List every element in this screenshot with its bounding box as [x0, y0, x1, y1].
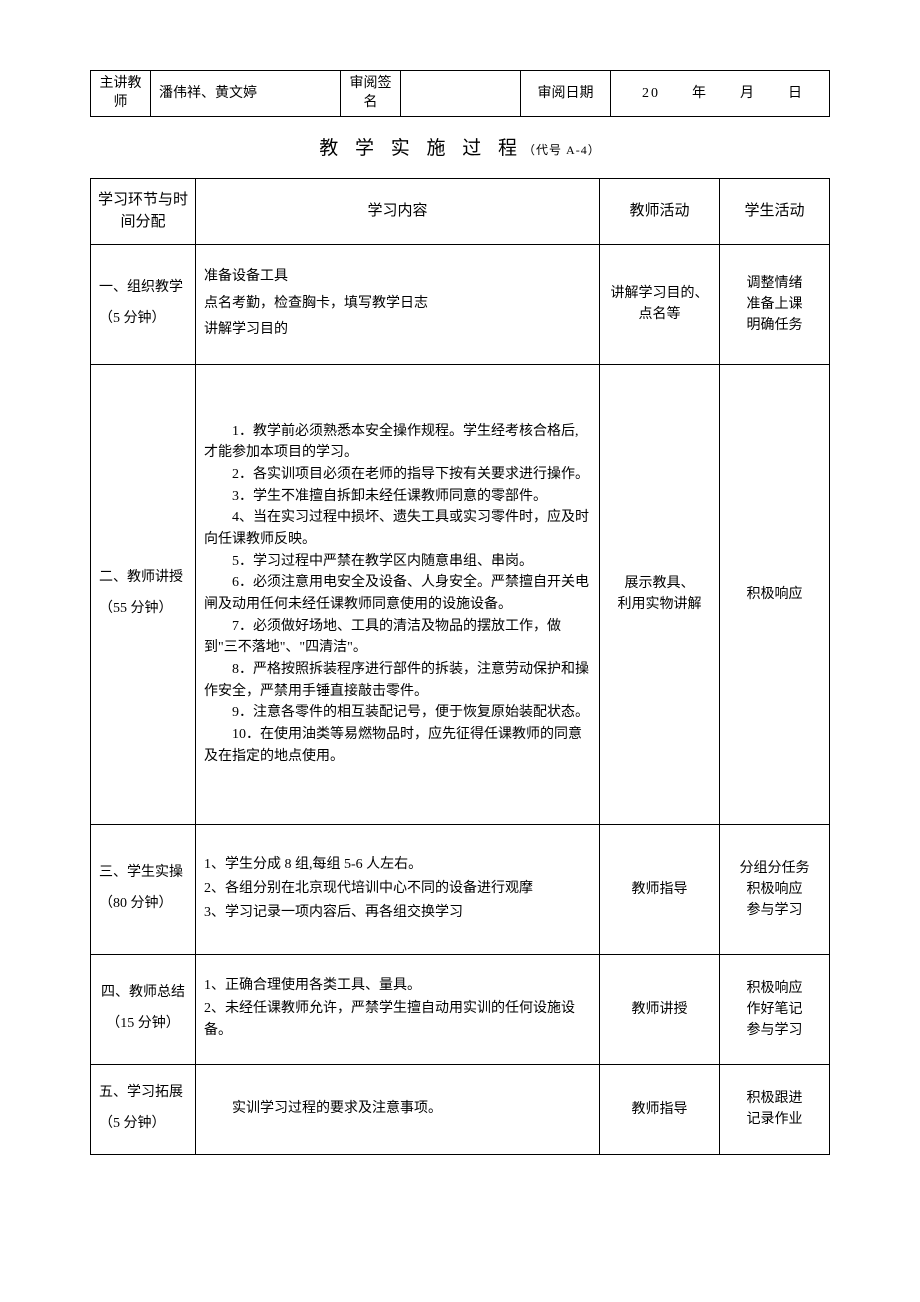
student-cell: 积极响应: [720, 364, 830, 824]
page-title: 教 学 实 施 过 程（代号 A-4）: [90, 135, 830, 164]
content-cell: 1、学生分成 8 组,每组 5-6 人左右。 2、各组分别在北京现代培训中心不同…: [196, 824, 600, 954]
content-line: 2．各实训项目必须在老师的指导下按有关要求进行操作。: [204, 464, 591, 486]
teacher-label: 主讲教师: [91, 71, 151, 117]
table-row: 五、学习拓展 （5 分钟） 实训学习过程的要求及注意事项。 教师指导 积极跟进 …: [91, 1064, 830, 1154]
content-line: 4、当在实习过程中损坏、遗失工具或实习零件时，应及时向任课教师反映。: [204, 507, 591, 550]
col-header-stage: 学习环节与时间分配: [91, 178, 196, 244]
review-sign-value: [401, 71, 521, 117]
stage-title: 五、学习拓展: [99, 1078, 187, 1109]
table-row: 二、教师讲授 （55 分钟） 1．教学前必须熟悉本安全操作规程。学生经考核合格后…: [91, 364, 830, 824]
content-cell: 实训学习过程的要求及注意事项。: [196, 1064, 600, 1154]
content-line: 点名考勤，检查胸卡，填写教学日志: [204, 291, 591, 318]
table-header-row: 学习环节与时间分配 学习内容 教师活动 学生活动: [91, 178, 830, 244]
review-sign-label: 审阅签名: [341, 71, 401, 117]
teacher-cell: 教师讲授: [600, 954, 720, 1064]
title-code: （代号 A-4）: [523, 143, 601, 157]
content-line: 8．严格按照拆装程序进行部件的拆装，注意劳动保护和操作安全，严禁用手锤直接敲击零…: [204, 659, 591, 702]
student-cell: 积极跟进 记录作业: [720, 1064, 830, 1154]
content-block: 1．教学前必须熟悉本安全操作规程。学生经考核合格后,才能参加本项目的学习。 2．…: [204, 421, 591, 768]
content-line: 10．在使用油类等易燃物品时，应先征得任课教师的同意及在指定的地点使用。: [204, 724, 591, 767]
stage-time: （5 分钟）: [99, 304, 187, 335]
title-main: 教 学 实 施 过 程: [319, 138, 523, 159]
table-row: 一、组织教学 （5 分钟） 准备设备工具 点名考勤，检查胸卡，填写教学日志 讲解…: [91, 244, 830, 364]
content-line: 1、正确合理使用各类工具、量具。: [204, 975, 591, 997]
content-line: 3、学习记录一项内容后、再各组交换学习: [204, 901, 591, 925]
process-table: 学习环节与时间分配 学习内容 教师活动 学生活动 一、组织教学 （5 分钟） 准…: [90, 178, 830, 1155]
content-line: 3．学生不准擅自拆卸未经任课教师同意的零部件。: [204, 486, 591, 508]
table-row: 三、学生实操 （80 分钟） 1、学生分成 8 组,每组 5-6 人左右。 2、…: [91, 824, 830, 954]
stage-cell: 二、教师讲授 （55 分钟）: [91, 364, 196, 824]
student-cell: 积极响应 作好笔记 参与学习: [720, 954, 830, 1064]
content-line: 7．必须做好场地、工具的清洁及物品的摆放工作，做到"三不落地"、"四清洁"。: [204, 616, 591, 659]
col-header-content: 学习内容: [196, 178, 600, 244]
student-cell: 调整情绪 准备上课 明确任务: [720, 244, 830, 364]
content-cell: 1．教学前必须熟悉本安全操作规程。学生经考核合格后,才能参加本项目的学习。 2．…: [196, 364, 600, 824]
stage-time: （5 分钟）: [99, 1109, 187, 1140]
stage-time: （15 分钟）: [99, 1009, 187, 1040]
teacher-cell: 教师指导: [600, 824, 720, 954]
content-line: 9．注意各零件的相互装配记号，便于恢复原始装配状态。: [204, 702, 591, 724]
header-row: 主讲教师 潘伟祥、黄文婷 审阅签名 审阅日期 20 年 月 日: [91, 71, 830, 117]
stage-title: 二、教师讲授: [99, 563, 187, 594]
col-header-teacher: 教师活动: [600, 178, 720, 244]
content-block: 实训学习过程的要求及注意事项。: [204, 1096, 591, 1123]
teacher-cell: 教师指导: [600, 1064, 720, 1154]
table-row: 四、教师总结 （15 分钟） 1、正确合理使用各类工具、量具。 2、未经任课教师…: [91, 954, 830, 1064]
stage-cell: 一、组织教学 （5 分钟）: [91, 244, 196, 364]
content-cell: 准备设备工具 点名考勤，检查胸卡，填写教学日志 讲解学习目的: [196, 244, 600, 364]
content-block: 1、学生分成 8 组,每组 5-6 人左右。 2、各组分别在北京现代培训中心不同…: [204, 853, 591, 924]
content-line: 5．学习过程中严禁在教学区内随意串组、串岗。: [204, 551, 591, 573]
content-line: 1．教学前必须熟悉本安全操作规程。学生经考核合格后,才能参加本项目的学习。: [204, 421, 591, 464]
stage-time: （80 分钟）: [99, 889, 187, 920]
stage-title: 一、组织教学: [99, 273, 187, 304]
student-cell: 分组分任务 积极响应 参与学习: [720, 824, 830, 954]
stage-title: 三、学生实操: [99, 858, 187, 889]
stage-cell: 四、教师总结 （15 分钟）: [91, 954, 196, 1064]
stage-cell: 五、学习拓展 （5 分钟）: [91, 1064, 196, 1154]
review-date-label: 审阅日期: [521, 71, 611, 117]
content-line: 2、未经任课教师允许，严禁学生擅自动用实训的任何设施设备。: [204, 998, 591, 1043]
content-line: 1、学生分成 8 组,每组 5-6 人左右。: [204, 853, 591, 877]
header-table: 主讲教师 潘伟祥、黄文婷 审阅签名 审阅日期 20 年 月 日: [90, 70, 830, 117]
stage-title: 四、教师总结: [99, 978, 187, 1009]
content-cell: 1、正确合理使用各类工具、量具。 2、未经任课教师允许，严禁学生擅自动用实训的任…: [196, 954, 600, 1064]
teacher-cell: 讲解学习目的、点名等: [600, 244, 720, 364]
content-line: 2、各组分别在北京现代培训中心不同的设备进行观摩: [204, 877, 591, 901]
content-block: 准备设备工具 点名考勤，检查胸卡，填写教学日志 讲解学习目的: [204, 264, 591, 344]
stage-time: （55 分钟）: [99, 594, 187, 625]
content-line: 讲解学习目的: [204, 317, 591, 344]
content-line: 实训学习过程的要求及注意事项。: [204, 1096, 591, 1123]
content-block: 1、正确合理使用各类工具、量具。 2、未经任课教师允许，严禁学生擅自动用实训的任…: [204, 975, 591, 1042]
teacher-cell: 展示教具、 利用实物讲解: [600, 364, 720, 824]
stage-cell: 三、学生实操 （80 分钟）: [91, 824, 196, 954]
col-header-student: 学生活动: [720, 178, 830, 244]
content-line: 准备设备工具: [204, 264, 591, 291]
review-date-value: 20 年 月 日: [611, 71, 830, 117]
teacher-value: 潘伟祥、黄文婷: [151, 71, 341, 117]
content-line: 6．必须注意用电安全及设备、人身安全。严禁擅自开关电闸及动用任何未经任课教师同意…: [204, 572, 591, 615]
